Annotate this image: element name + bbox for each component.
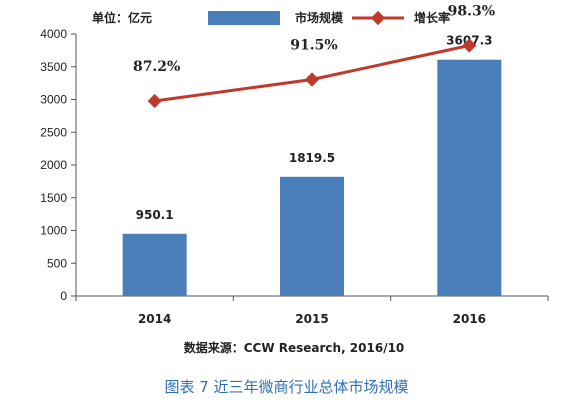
y-tick-label: 500 <box>47 256 67 270</box>
x-ticks: 2014 2015 2016 <box>75 296 549 326</box>
bar-value-label: 1819.5 <box>289 151 335 165</box>
bars <box>122 59 502 297</box>
y-tick-label: 2500 <box>40 125 67 139</box>
growth-rate-label: 91.5% <box>290 38 337 54</box>
growth-rate-point <box>147 93 162 109</box>
bar-2016 <box>437 59 502 297</box>
legend: 市场规模 增长率 <box>208 10 450 26</box>
legend-line-marker <box>370 10 386 26</box>
y-tick-label: 2000 <box>40 158 67 172</box>
source-note: 数据来源：CCW Research, 2016/10 <box>184 340 405 355</box>
growth-rate-label: 87.2% <box>133 59 180 75</box>
bar-line-chart: 单位：亿元 市场规模 增长率 0 500 1000 1500 2000 2500 3000 3… <box>40 4 549 355</box>
bar-value-label: 950.1 <box>136 208 174 222</box>
bar-2014 <box>122 233 187 296</box>
x-tick-label: 2016 <box>453 312 486 326</box>
y-ticks: 0 500 1000 1500 2000 2500 3000 3500 4000 <box>40 27 76 303</box>
growth-rate-point <box>304 72 320 87</box>
y-tick-label: 3000 <box>40 93 67 107</box>
legend-bar-label: 市场规模 <box>295 10 344 25</box>
x-tick-label: 2014 <box>138 312 171 326</box>
y-tick-label: 3500 <box>40 60 67 74</box>
y-tick-label: 1500 <box>40 191 67 205</box>
figure-caption: 图表 7 近三年微商行业总体市场规模 <box>164 378 409 396</box>
bar-2015 <box>280 176 344 296</box>
y-tick-label: 0 <box>60 289 67 303</box>
y-tick-label: 4000 <box>40 27 67 41</box>
y-tick-label: 1000 <box>40 224 67 238</box>
x-tick-label: 2015 <box>295 312 328 326</box>
unit-label: 单位：亿元 <box>92 10 152 25</box>
growth-rate-point <box>462 38 477 53</box>
legend-line-label: 增长率 <box>414 10 450 25</box>
legend-bar-swatch <box>208 11 280 25</box>
growth-rate-label: 98.3% <box>448 4 495 20</box>
